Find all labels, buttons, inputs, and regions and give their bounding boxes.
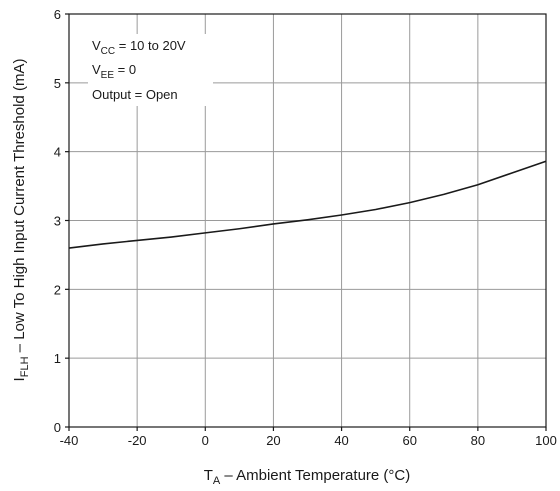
series-group: [68, 160, 547, 249]
y-tick-label: 4: [54, 145, 61, 160]
tick-labels: -40 -20 0 20 40 60 80 100 0 1 2 3 4 5 6: [54, 7, 557, 448]
x-tick-label: -20: [128, 433, 147, 448]
y-tick-label: 2: [54, 282, 61, 297]
x-tick-label: -40: [60, 433, 79, 448]
annotation-vee: VEE = 0: [92, 62, 136, 81]
y-tick-label: 3: [54, 214, 61, 229]
y-tick-label: 6: [54, 7, 61, 22]
x-tick-label: 0: [202, 433, 209, 448]
y-tick-label: 5: [54, 76, 61, 91]
x-tick-label: 60: [402, 433, 416, 448]
x-tick-label: 100: [535, 433, 557, 448]
annotation-output: Output = Open: [92, 87, 178, 102]
x-tick-label: 40: [334, 433, 348, 448]
x-tick-label: 20: [266, 433, 280, 448]
series-line: [68, 160, 547, 249]
y-tick-label: 0: [54, 420, 61, 435]
annotation-vcc: VCC = 10 to 20V: [92, 38, 186, 57]
y-tick-label: 1: [54, 351, 61, 366]
y-axis-title: IFLH – Low To High Input Current Thresho…: [11, 59, 31, 382]
x-axis-title: TA – Ambient Temperature (°C): [204, 467, 410, 487]
ticks: [65, 13, 547, 431]
x-tick-label: 80: [471, 433, 485, 448]
annotation-block: VCC = 10 to 20V VEE = 0 Output = Open: [88, 34, 213, 106]
